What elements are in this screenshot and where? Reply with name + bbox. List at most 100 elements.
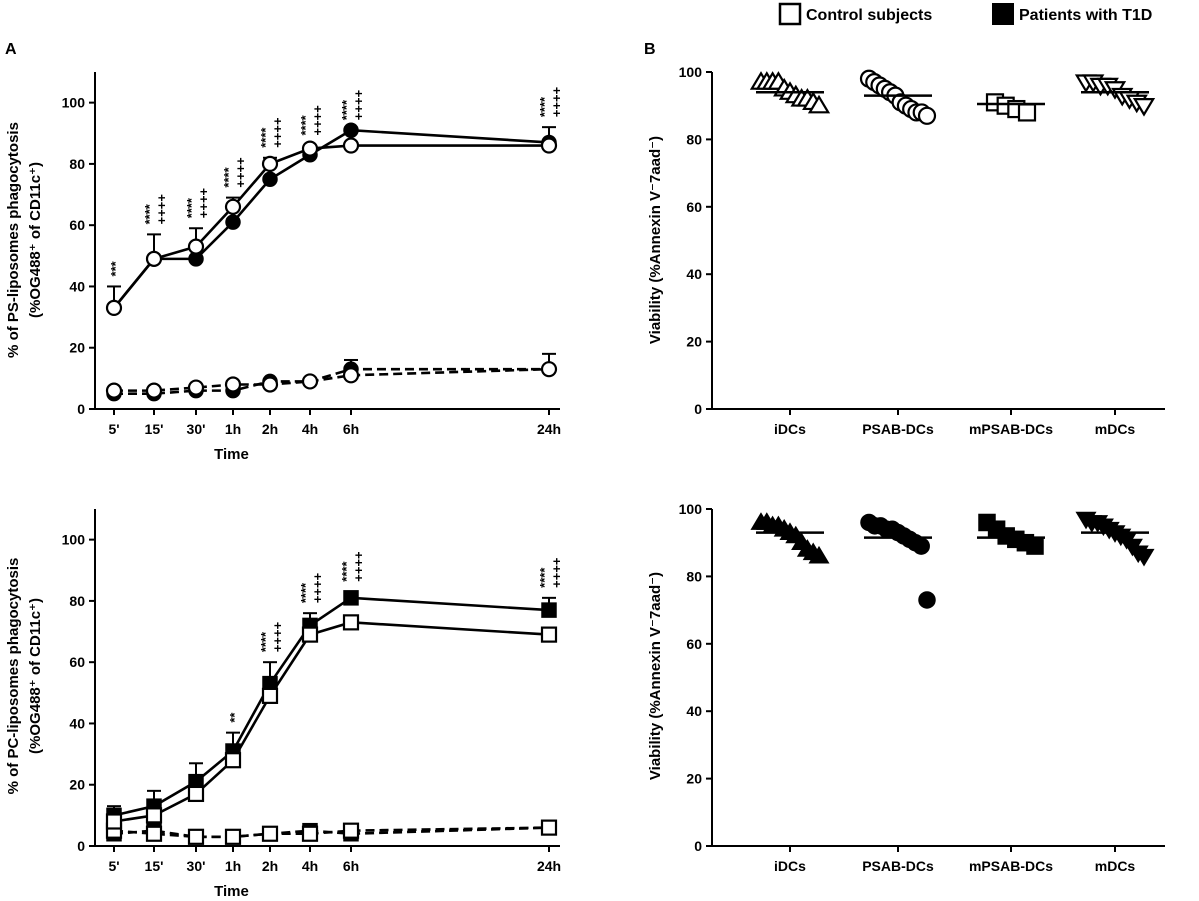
control-point bbox=[301, 373, 319, 390]
x-tick-label: 30' bbox=[187, 421, 206, 437]
data-point bbox=[342, 137, 360, 154]
scatter-point bbox=[1132, 97, 1156, 117]
data-point bbox=[342, 614, 360, 631]
x-tick-label: 1h bbox=[225, 858, 241, 874]
y-axis-subtitle: (%OG488⁺ of CD11c⁺) bbox=[27, 162, 44, 318]
significance-label: ++++ bbox=[310, 105, 325, 136]
y-tick-label: 60 bbox=[686, 199, 702, 215]
y-tick-label: 0 bbox=[77, 838, 85, 854]
significance-label: **** bbox=[298, 582, 313, 603]
data-point bbox=[261, 687, 279, 704]
y-tick-label: 40 bbox=[69, 278, 85, 294]
data-point bbox=[540, 626, 558, 643]
control-point bbox=[261, 376, 279, 393]
x-tick-label: 2h bbox=[262, 858, 278, 874]
x-tick-label: mPSAB-DCs bbox=[969, 421, 1053, 437]
x-tick-label: 6h bbox=[343, 421, 359, 437]
control-point bbox=[145, 382, 163, 399]
y-tick-label: 40 bbox=[69, 715, 85, 731]
significance-label: **** bbox=[339, 99, 354, 120]
y-axis-title: Viability (%Annexin V⁻7aad⁻) bbox=[647, 572, 664, 780]
significance-label: **** bbox=[221, 166, 236, 187]
control-point bbox=[301, 825, 319, 842]
y-tick-label: 20 bbox=[69, 340, 85, 356]
y-tick-label: 60 bbox=[69, 654, 85, 670]
scatter-point bbox=[808, 545, 830, 564]
data-point bbox=[301, 140, 319, 157]
data-point bbox=[301, 626, 319, 643]
scatter-point bbox=[1133, 548, 1155, 567]
data-point bbox=[187, 785, 205, 803]
control-point bbox=[187, 828, 205, 845]
series-line-dashed bbox=[113, 826, 550, 839]
x-tick-label: mPSAB-DCs bbox=[969, 858, 1053, 874]
legend-patient-label: Patients with T1D bbox=[1019, 7, 1152, 24]
panel-label-b: B bbox=[644, 41, 656, 58]
scatter-point bbox=[912, 537, 930, 555]
y-axis-title: % of PS-liposomes phagocytosis bbox=[5, 122, 22, 358]
control-point bbox=[342, 367, 360, 384]
y-tick-label: 100 bbox=[679, 501, 703, 517]
y-tick-label: 20 bbox=[686, 334, 702, 350]
significance-label: ++++ bbox=[154, 194, 169, 225]
scatter-point bbox=[918, 591, 936, 609]
chart-pc-liposomes: 0 20 40 60 80 100 5' 15' 30' 1h 2h 4h 6h 24h % of PC-l… bbox=[5, 509, 564, 900]
data-point bbox=[224, 752, 242, 769]
x-axis-title: Time bbox=[214, 446, 249, 463]
control-point bbox=[187, 379, 205, 396]
significance-label: ++++ bbox=[310, 572, 325, 603]
scatter-point bbox=[1017, 103, 1037, 122]
y-tick-label: 100 bbox=[679, 64, 703, 80]
data-point bbox=[145, 250, 163, 267]
x-tick-label: 15' bbox=[145, 858, 164, 874]
significance-label: **** bbox=[537, 96, 552, 117]
x-tick-label: 15' bbox=[145, 421, 164, 437]
data-point bbox=[225, 214, 241, 230]
x-tick-label: 24h bbox=[537, 858, 561, 874]
control-point bbox=[342, 822, 360, 839]
x-tick-label: 6h bbox=[343, 858, 359, 874]
significance-label: ++++ bbox=[233, 157, 248, 188]
chart-ps-liposomes: 0 20 40 60 80 100 5' 15' 30' 1h 2h 4h 6h 24h % of PS-l… bbox=[5, 72, 564, 463]
series-line-solid bbox=[112, 128, 550, 309]
y-tick-label: 80 bbox=[69, 156, 85, 172]
scatter-point bbox=[917, 106, 937, 125]
y-tick-label: 60 bbox=[69, 217, 85, 233]
significance-label: **** bbox=[142, 203, 157, 224]
x-tick-label: 1h bbox=[225, 421, 241, 437]
data-point bbox=[343, 590, 359, 606]
x-tick-label: 4h bbox=[302, 858, 318, 874]
y-tick-label: 100 bbox=[62, 532, 86, 548]
significance-label: **** bbox=[298, 114, 313, 135]
x-tick-label: 5' bbox=[108, 858, 119, 874]
y-tick-label: 0 bbox=[694, 401, 702, 417]
x-tick-label: 30' bbox=[187, 858, 206, 874]
y-tick-label: 40 bbox=[686, 703, 702, 719]
data-point bbox=[105, 299, 123, 316]
control-point bbox=[145, 825, 163, 842]
data-point bbox=[541, 602, 557, 618]
y-tick-label: 0 bbox=[694, 838, 702, 854]
scatter-point bbox=[1026, 537, 1044, 555]
x-tick-label: 5' bbox=[108, 421, 119, 437]
significance-label: ++++ bbox=[270, 621, 285, 652]
significance-label: **** bbox=[258, 127, 273, 148]
significance-label: **** bbox=[339, 561, 354, 582]
significance-label: ++++ bbox=[549, 86, 564, 117]
significance-label: ++++ bbox=[351, 89, 366, 120]
legend-control-label: Control subjects bbox=[806, 7, 932, 24]
y-axis-title: % of PC-liposomes phagocytosis bbox=[5, 558, 22, 795]
data-point bbox=[224, 198, 242, 215]
x-tick-label: 24h bbox=[537, 421, 561, 437]
y-tick-label: 80 bbox=[686, 568, 702, 584]
data-point bbox=[262, 171, 278, 187]
x-tick-label: PSAB-DCs bbox=[862, 858, 934, 874]
y-tick-label: 80 bbox=[686, 131, 702, 147]
data-point bbox=[187, 238, 205, 255]
y-tick-label: 0 bbox=[77, 401, 85, 417]
chart-viability-patients: 0 20 40 60 80 100 iDCs PSAB-DCs mPSAB-DCs mDCs Via… bbox=[647, 501, 1165, 874]
control-point bbox=[540, 819, 558, 836]
series-line-dashed bbox=[114, 367, 549, 395]
x-tick-label: iDCs bbox=[774, 858, 806, 874]
